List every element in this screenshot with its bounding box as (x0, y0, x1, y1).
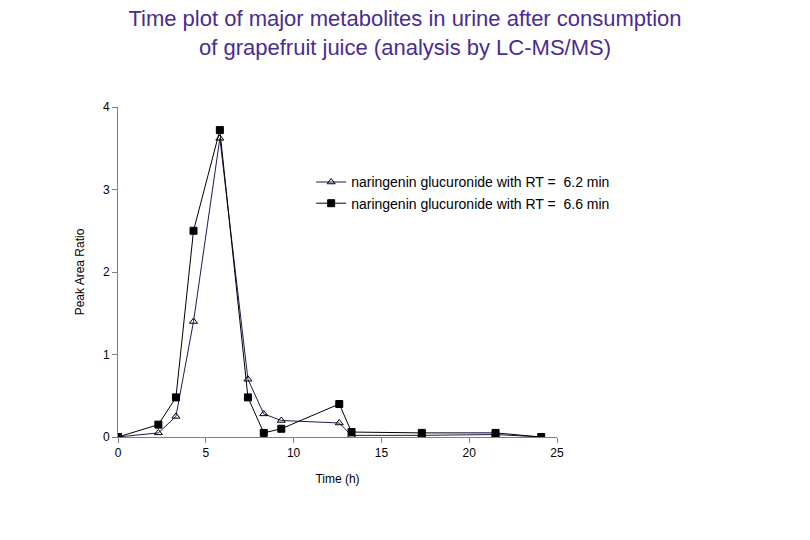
svg-text:20: 20 (463, 446, 477, 460)
svg-text:Time plot of major metabolites: Time plot of major metabolites in urine … (128, 6, 681, 60)
svg-text:Time (h): Time (h) (315, 472, 359, 486)
svg-text:5: 5 (202, 446, 209, 460)
svg-text:0: 0 (115, 446, 122, 460)
svg-text:Peak Area Ratio: Peak Area Ratio (73, 228, 87, 315)
svg-text:1: 1 (103, 348, 110, 362)
svg-text:0: 0 (103, 430, 110, 444)
svg-text:25: 25 (550, 446, 564, 460)
svg-text:15: 15 (375, 446, 389, 460)
svg-text:naringenin glucuronide with RT: naringenin glucuronide with RT = 6.6 min (351, 196, 609, 212)
svg-text:10: 10 (287, 446, 301, 460)
svg-text:naringenin glucuronide with RT: naringenin glucuronide with RT = 6.2 min (351, 174, 609, 190)
svg-text:3: 3 (103, 183, 110, 197)
svg-text:2: 2 (103, 265, 110, 279)
svg-text:4: 4 (103, 100, 110, 114)
